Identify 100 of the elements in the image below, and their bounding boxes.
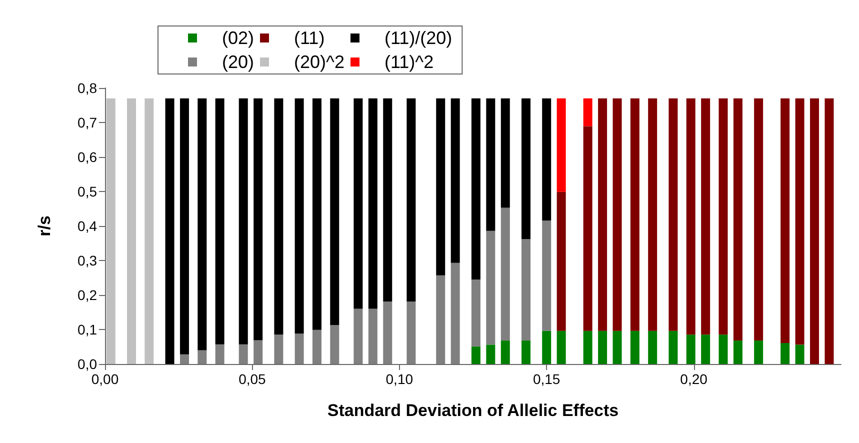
bar [238,98,248,344]
bar [668,98,678,331]
bar [556,192,566,331]
y-tick-label: 0,5 [78,184,98,200]
bar [583,330,592,364]
bar [810,98,820,364]
bar [471,98,480,280]
bar [198,350,207,364]
bar [612,98,622,331]
legend-label: (20)^2 [294,52,344,72]
bar [215,98,224,344]
bar [795,344,804,364]
y-tick-label: 0,6 [78,149,98,165]
y-tick-label: 0,1 [78,322,98,338]
bar [436,98,446,276]
bar [500,98,510,208]
bar [521,98,530,240]
bar [754,340,764,364]
bar [180,354,189,364]
bar [471,346,480,364]
bar [254,340,263,364]
bar [648,330,658,364]
bar [486,230,496,345]
legend-label: (11) [294,28,325,48]
legend-label: (20) [222,52,254,72]
bar [780,98,790,343]
bar [542,220,552,331]
bar [312,98,322,330]
x-tick-label: 0,15 [532,371,560,387]
x-tick-label: 0,05 [238,371,266,387]
legend-label: (11)^2 [384,52,434,72]
y-tick-label: 0,8 [78,80,98,96]
bar [165,98,174,364]
bar [406,98,416,302]
bar [368,98,378,309]
y-tick-label: 0,7 [78,114,98,130]
bar [542,330,552,364]
bar [450,98,460,263]
bar [436,275,446,364]
x-axis-title: Standard Deviation of Allelic Effects [327,401,619,420]
bar [215,344,224,364]
bar [686,334,696,364]
bar [500,208,510,341]
bar [406,302,416,364]
bar [254,98,263,340]
bar [733,340,742,364]
bar [556,98,566,192]
bar [126,98,136,364]
bar [486,344,496,364]
bar [294,98,304,334]
bar [701,98,710,335]
bar [598,330,608,364]
bar [542,98,552,220]
y-tick-label: 0,4 [78,218,98,234]
bar [521,340,530,364]
bar [718,334,728,364]
legend-label: (02) [222,28,254,48]
bar [354,98,363,309]
bar [686,98,696,335]
x-tick-label: 0,20 [680,371,708,387]
bar [294,334,304,364]
bar [824,98,834,364]
y-tick-label: 0,0 [78,356,98,372]
bar [556,330,566,364]
bar [383,302,392,364]
bar [198,98,207,350]
bar [274,98,284,335]
bar [354,308,363,364]
bar [330,325,340,364]
x-tick-label: 0,00 [91,371,119,387]
bar [612,330,622,364]
bar [630,98,640,331]
bar [701,334,710,364]
x-tick-label: 0,10 [386,371,414,387]
bar [312,330,322,364]
bar [330,98,340,326]
bar [450,262,460,364]
y-tick-label: 0,2 [78,287,98,303]
y-axis-title: r/s [35,216,54,236]
bar [368,308,378,364]
bar [106,98,116,364]
bar [583,126,592,331]
bar [383,98,392,302]
bar [780,342,790,364]
bar [180,98,189,354]
bar [598,98,608,331]
bar [718,98,728,335]
bar [486,98,496,231]
bar [733,98,742,341]
bar [274,334,284,364]
bar [630,330,640,364]
legend-label: (11)/(20) [384,28,452,48]
y-tick-label: 0,3 [78,252,98,268]
bar [754,98,764,341]
bar [795,98,804,345]
bar [471,279,480,346]
bar [500,340,510,364]
bar [648,98,658,331]
bar [144,98,154,364]
bar [238,344,248,364]
